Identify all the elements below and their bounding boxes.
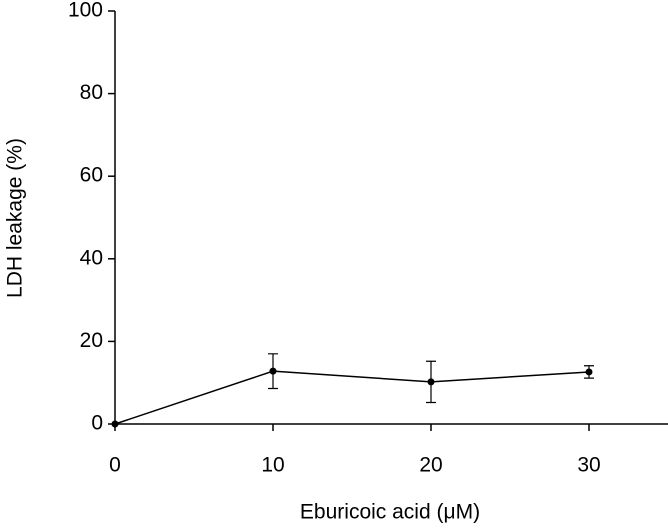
x-tick-label: 20 bbox=[419, 454, 442, 477]
y-tick-label: 100 bbox=[68, 0, 103, 22]
x-tick-label: 0 bbox=[109, 454, 121, 477]
y-tick-label: 40 bbox=[80, 246, 103, 269]
y-tick-label: 0 bbox=[91, 412, 103, 435]
data-point bbox=[427, 378, 435, 386]
y-tick-label: 20 bbox=[80, 329, 103, 352]
data-line bbox=[114, 370, 590, 425]
x-axis-label: Eburicoic acid (μM) bbox=[300, 501, 480, 524]
data-point bbox=[585, 368, 593, 376]
x-tick-label: 10 bbox=[261, 454, 284, 477]
data-point bbox=[111, 420, 119, 428]
y-tick-label: 80 bbox=[80, 81, 103, 104]
y-axis-label: LDH leakage (%) bbox=[4, 138, 27, 298]
data-point bbox=[269, 367, 277, 375]
y-tick-label: 60 bbox=[80, 164, 103, 187]
x-tick-label: 30 bbox=[577, 454, 600, 477]
